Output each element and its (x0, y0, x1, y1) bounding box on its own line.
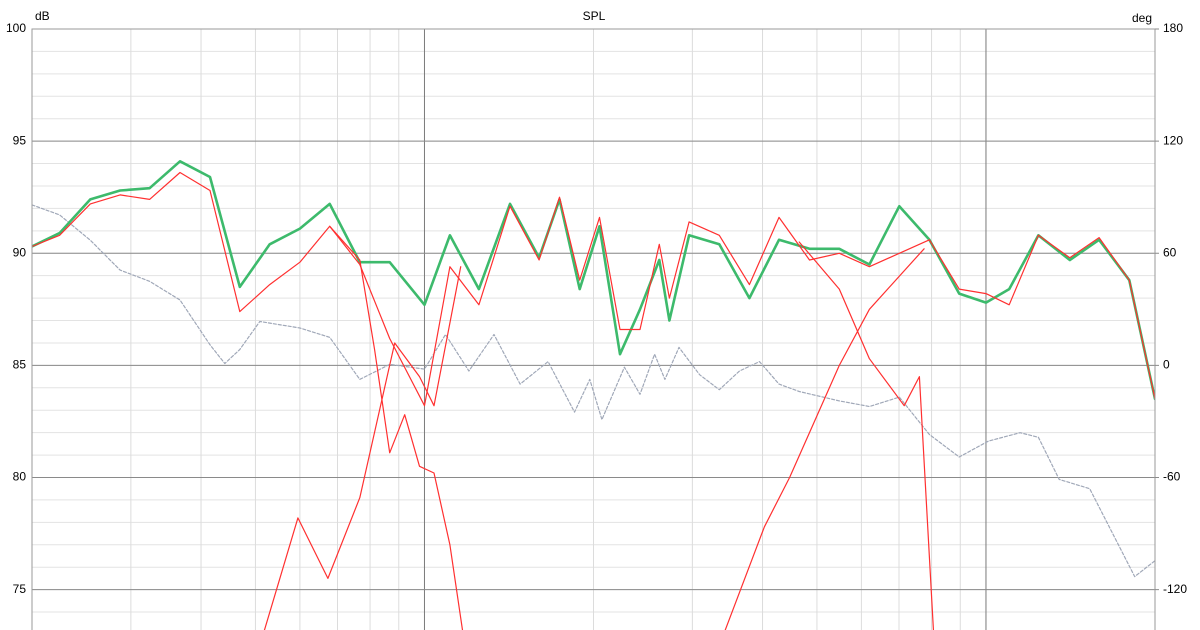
y-tick-label: 75 (13, 582, 27, 596)
y-tick-label: 90 (13, 245, 27, 259)
series-line (724, 248, 925, 630)
series-line (32, 160, 1155, 401)
y2-tick-label: -120 (1163, 582, 1187, 596)
series-line (798, 241, 935, 630)
y2-tick-label: -60 (1163, 470, 1181, 484)
plot-area (32, 160, 1155, 630)
y2-axis-label: deg (1132, 11, 1152, 25)
grid (31, 28, 1156, 630)
y2-tick-label: 180 (1163, 21, 1183, 35)
y-tick-label: 85 (13, 358, 27, 372)
y2-tick-label: 60 (1163, 245, 1177, 259)
y-tick-label: 80 (13, 470, 27, 484)
y2-tick-label: 120 (1163, 133, 1183, 147)
y-tick-label: 100 (6, 21, 26, 35)
y2-tick-label: 0 (1163, 358, 1170, 372)
series-line (263, 266, 462, 630)
y-axis-label: dB (35, 9, 50, 23)
series-line (32, 171, 1155, 407)
series-line (329, 225, 464, 630)
plot-frame (31, 28, 1156, 630)
tick-labels: 75 80 85 90 95 100 -120 -60 0 60 120 180 (6, 21, 1187, 596)
y-tick-label: 95 (13, 133, 27, 147)
series-line (32, 204, 1155, 578)
chart-title: SPL (583, 9, 606, 23)
